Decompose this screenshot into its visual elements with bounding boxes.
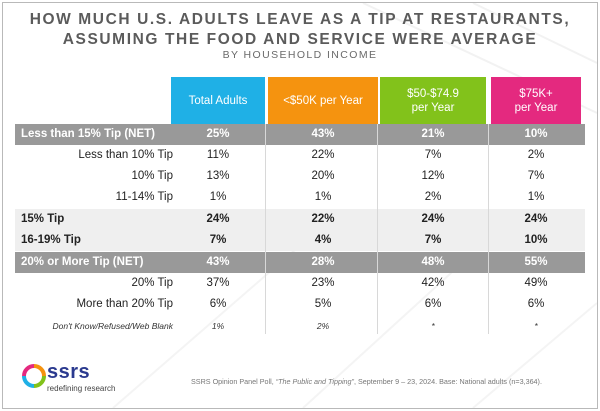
table-row: 11-14% Tip 1% 1% 2% 1%	[15, 187, 585, 208]
column-header-1: Total Adults	[171, 77, 265, 124]
column-header-line1: Total Adults	[188, 94, 248, 107]
table-cell: 22%	[311, 149, 335, 161]
column-header-line1: $50-$74.9	[407, 87, 459, 100]
row-label: More than 20% Tip	[76, 298, 173, 310]
row-label: 16-19% Tip	[21, 234, 81, 246]
table-cell: 2%	[424, 191, 442, 203]
table-cell: 2%	[527, 149, 545, 161]
table-cell: 43%	[311, 128, 335, 140]
table-cell: 6%	[209, 298, 227, 310]
table-cell: 5%	[314, 298, 332, 310]
table-row: 15% Tip 24% 22% 24% 24%	[15, 209, 585, 230]
table-cell: 10%	[524, 128, 548, 140]
row-label: 20% or More Tip (NET)	[21, 256, 144, 268]
row-label: 15% Tip	[21, 213, 65, 225]
column-header-text: <$50K per Year	[283, 94, 363, 108]
source-note: SSRS Opinion Panel Poll, “The Public and…	[191, 377, 591, 386]
row-label: 20% Tip	[131, 277, 173, 289]
table-row: 10% Tip 13% 20% 12% 7%	[15, 166, 585, 187]
table-row: More than 20% Tip 6% 5% 6% 6%	[15, 294, 585, 315]
table-cell: 13%	[206, 170, 230, 182]
source-suffix: , September 9 – 23, 2024. Base: National…	[353, 377, 542, 386]
table-cell: 24%	[206, 213, 230, 225]
logo-tagline: redefining research	[47, 384, 116, 393]
table-cell: 21%	[421, 128, 445, 140]
table-cell: 6%	[527, 298, 545, 310]
table-cell: 42%	[421, 277, 445, 289]
column-header-3: $50-$74.9 per Year	[380, 77, 486, 124]
column-divider	[488, 124, 489, 334]
column-header-line2: per Year	[514, 101, 558, 114]
table-cell: 28%	[311, 256, 335, 268]
table-cell: 48%	[421, 256, 445, 268]
source-prefix: SSRS Opinion Panel Poll,	[191, 377, 276, 386]
table-cell: 1%	[211, 321, 225, 331]
column-header-2: <$50K per Year	[268, 77, 378, 124]
row-label: Don't Know/Refused/Web Blank	[52, 321, 173, 331]
table-row: 20% or More Tip (NET) 43% 28% 48% 55%	[15, 252, 585, 273]
source-title: “The Public and Tipping”	[275, 377, 354, 386]
table-cell: 7%	[424, 149, 442, 161]
column-header-text: $75K+ per Year	[515, 87, 558, 115]
row-label: 10% Tip	[131, 170, 173, 182]
column-divider	[377, 124, 378, 334]
table-row: 20% Tip 37% 23% 42% 49%	[15, 273, 585, 294]
table-row: 16-19% Tip 7% 4% 7% 10%	[15, 230, 585, 251]
table-cell: 1%	[209, 191, 227, 203]
table-cell: *	[431, 321, 435, 331]
table-cell: 12%	[421, 170, 445, 182]
column-header-text: Total Adults	[189, 94, 248, 108]
table-cell: *	[534, 321, 538, 331]
table-row: Don't Know/Refused/Web Blank 1% 2% * *	[15, 316, 585, 337]
table-cell: 4%	[314, 234, 332, 246]
table-cell: 49%	[524, 277, 548, 289]
table-cell: 6%	[424, 298, 442, 310]
table-cell: 1%	[527, 191, 545, 203]
row-label: Less than 10% Tip	[78, 149, 173, 161]
table-row: Less than 10% Tip 11% 22% 7% 2%	[15, 145, 585, 166]
row-label: Less than 15% Tip (NET)	[21, 128, 155, 140]
table-cell: 24%	[524, 213, 548, 225]
table-cell: 23%	[311, 277, 335, 289]
logo-name: ssrs	[47, 361, 91, 383]
table-cell: 2%	[316, 321, 330, 331]
chart-title-line1: HOW MUCH U.S. ADULTS LEAVE AS A TIP AT R…	[29, 11, 571, 28]
table-cell: 1%	[314, 191, 332, 203]
column-header-4: $75K+ per Year	[491, 77, 581, 124]
row-label: 11-14% Tip	[115, 191, 173, 203]
chart-title-line2: ASSUMING THE FOOD AND SERVICE WERE AVERA…	[62, 31, 538, 48]
table-cell: 11%	[206, 149, 230, 161]
column-header-line1: <$50K per Year	[283, 94, 363, 107]
ssrs-logo-icon	[22, 364, 46, 388]
table-cell: 37%	[206, 277, 230, 289]
column-header-line2: per Year	[411, 101, 455, 114]
table-cell: 25%	[206, 128, 230, 140]
table-cell: 7%	[209, 234, 227, 246]
column-header-line1: $75K+	[519, 87, 553, 100]
chart-subtitle: BY HOUSEHOLD INCOME	[222, 49, 378, 61]
table-cell: 20%	[311, 170, 335, 182]
table-row: Less than 15% Tip (NET) 25% 43% 21% 10%	[15, 124, 585, 145]
table-cell: 22%	[311, 213, 335, 225]
table-cell: 55%	[524, 256, 548, 268]
table-cell: 43%	[206, 256, 230, 268]
table-cell: 7%	[424, 234, 442, 246]
column-header-text: $50-$74.9 per Year	[407, 87, 459, 115]
table-cell: 7%	[527, 170, 545, 182]
column-divider	[265, 124, 266, 334]
table-cell: 24%	[421, 213, 445, 225]
table-cell: 10%	[524, 234, 548, 246]
